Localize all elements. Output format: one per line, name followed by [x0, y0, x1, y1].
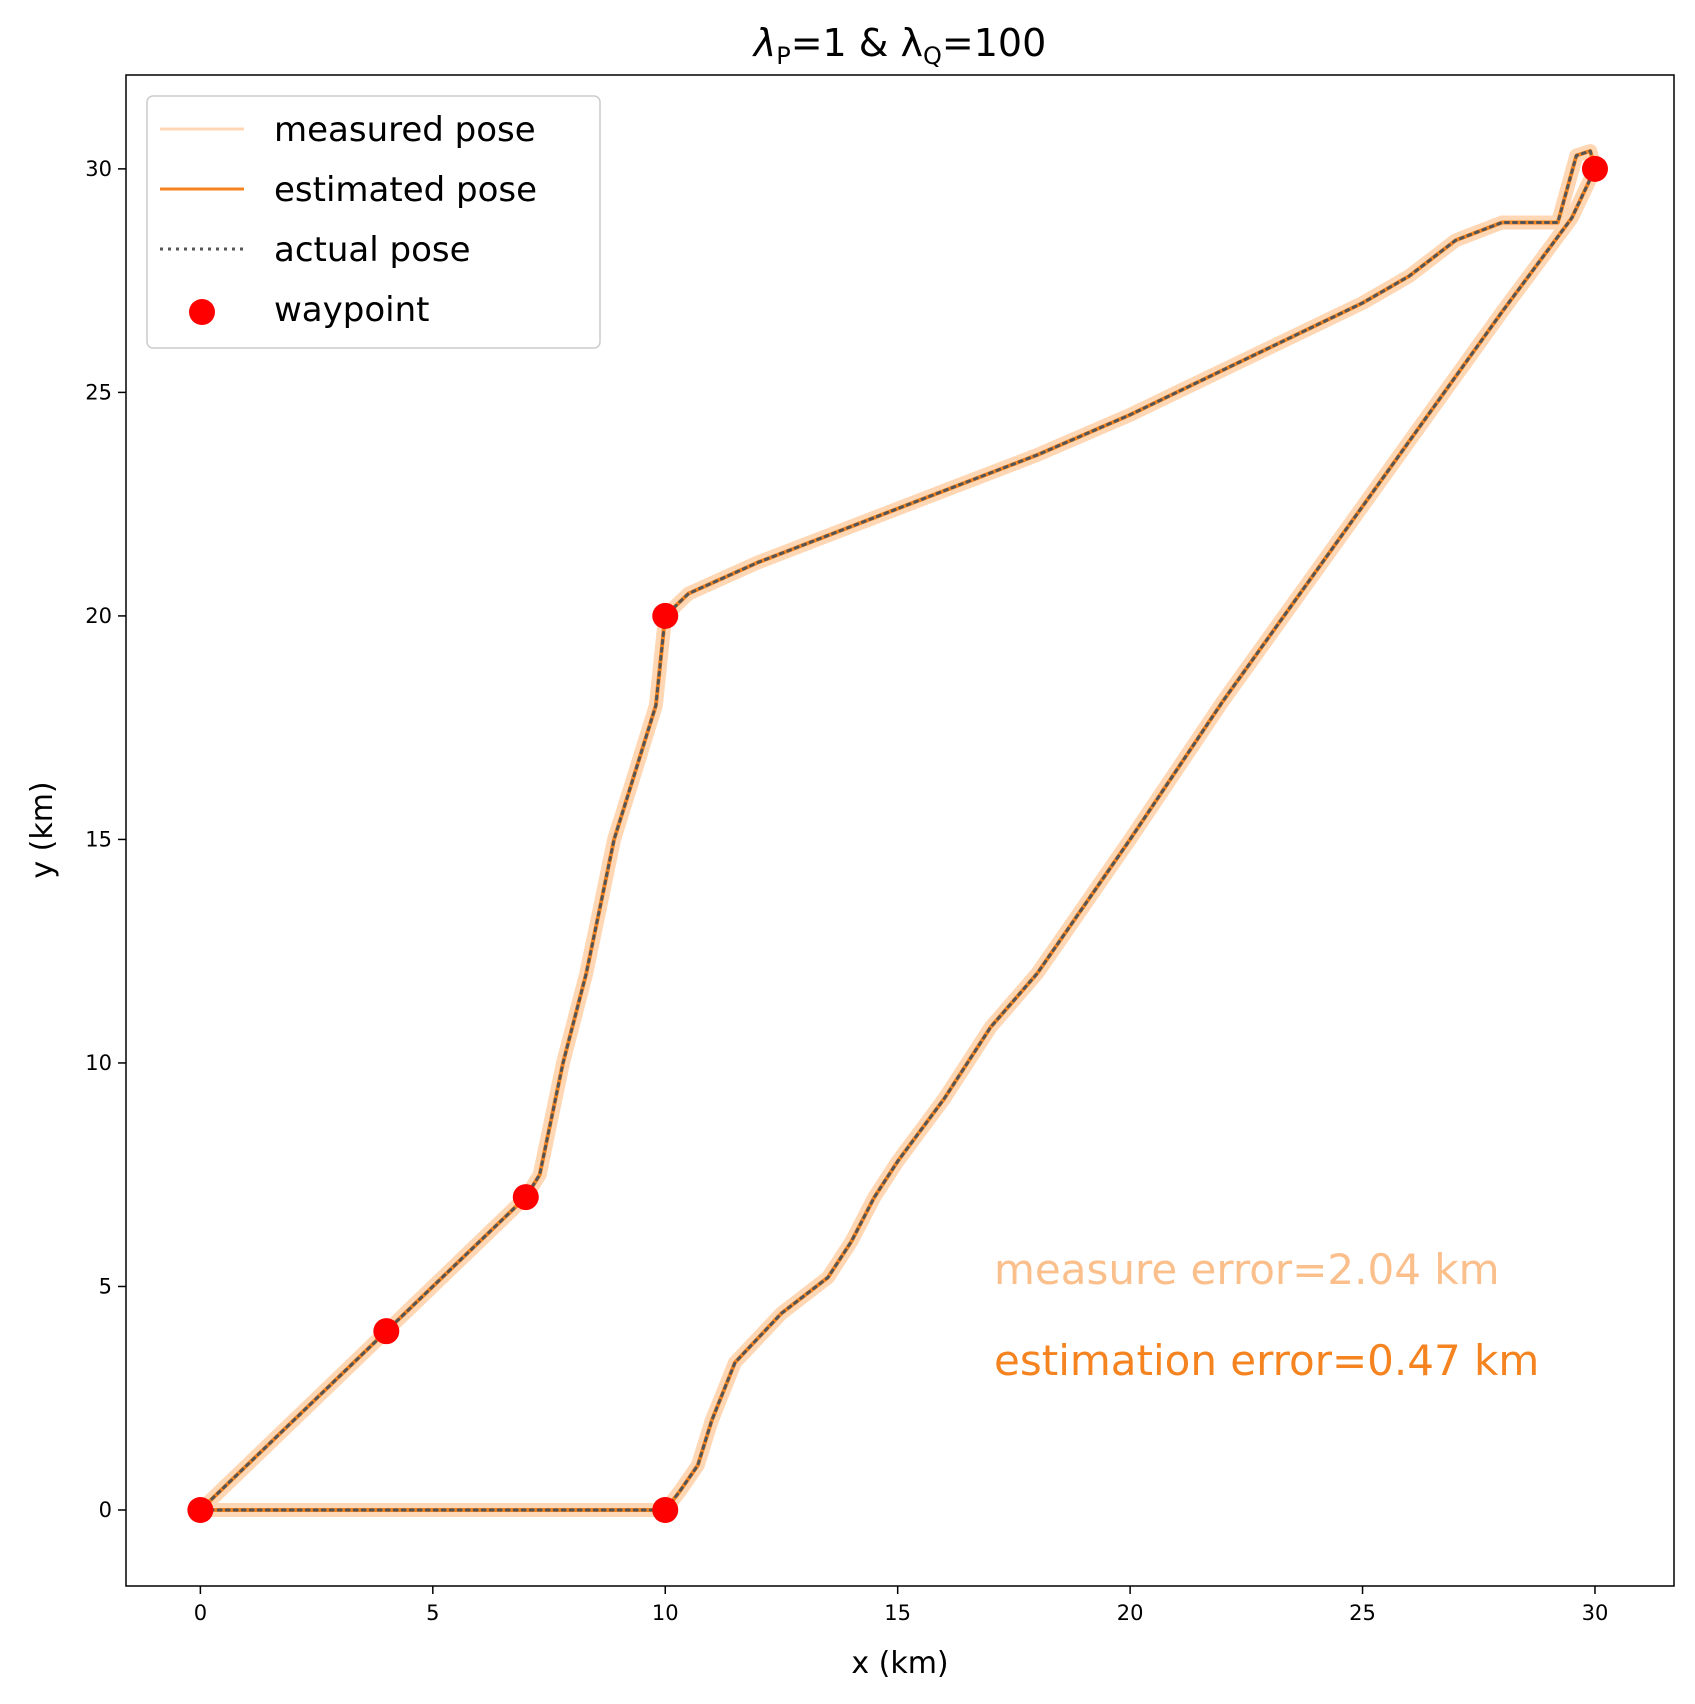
- chart-title: λP=1 & λQ=100: [752, 21, 1047, 70]
- y-tick-label: 5: [99, 1274, 112, 1298]
- x-tick-label: 10: [652, 1601, 679, 1625]
- estimated-pose-line: [198, 149, 1597, 1512]
- waypoint-marker: [512, 1184, 539, 1211]
- y-tick-label: 25: [85, 380, 112, 404]
- x-tick-label: 30: [1582, 1601, 1609, 1625]
- waypoint-layer: [187, 155, 1608, 1524]
- waypoint-marker: [187, 1497, 214, 1524]
- x-tick-label: 0: [194, 1601, 207, 1625]
- legend-waypoint-label: waypoint: [274, 290, 429, 330]
- y-tick-label: 15: [85, 827, 112, 851]
- title-lambda-p: λ: [752, 21, 777, 65]
- plot-frame: [125, 74, 1675, 1587]
- x-axis-label: x (km): [851, 1646, 948, 1681]
- title-end: =100: [942, 21, 1046, 65]
- legend-measured-label: measured pose: [274, 110, 536, 150]
- x-tick-label: 5: [426, 1601, 439, 1625]
- measure-error-annotation: measure error=2.04 km: [994, 1245, 1500, 1294]
- x-tick-label: 20: [1117, 1601, 1144, 1625]
- x-tick-label: 15: [884, 1601, 911, 1625]
- waypoint-marker: [652, 602, 679, 629]
- title-mid: =1 & λ: [791, 21, 923, 65]
- actual-pose-line: [198, 149, 1597, 1512]
- y-tick-label: 30: [85, 157, 112, 181]
- axis-ticks: 0 5 10 15 20 25 30 0 5 10 15 20 25 30: [85, 157, 1608, 1625]
- y-axis-label: y (km): [25, 781, 60, 878]
- title-sub-p: P: [776, 42, 790, 70]
- y-tick-label: 10: [85, 1051, 112, 1075]
- x-tick-label: 25: [1349, 1601, 1376, 1625]
- series-layer: [193, 144, 1602, 1517]
- legend-actual-label: actual pose: [274, 230, 471, 270]
- title-sub-q: Q: [923, 42, 942, 70]
- legend-estimated-label: estimated pose: [274, 170, 537, 210]
- estimation-error-annotation: estimation error=0.47 km: [994, 1336, 1539, 1385]
- waypoint-marker: [652, 1497, 679, 1524]
- y-tick-label: 20: [85, 604, 112, 628]
- waypoint-marker: [1581, 155, 1608, 182]
- legend-waypoint-marker: [189, 299, 215, 325]
- legend: measured pose estimated pose actual pose…: [146, 95, 601, 349]
- legend-box: [146, 95, 601, 349]
- waypoint-marker: [373, 1318, 400, 1345]
- y-tick-label: 0: [99, 1498, 112, 1522]
